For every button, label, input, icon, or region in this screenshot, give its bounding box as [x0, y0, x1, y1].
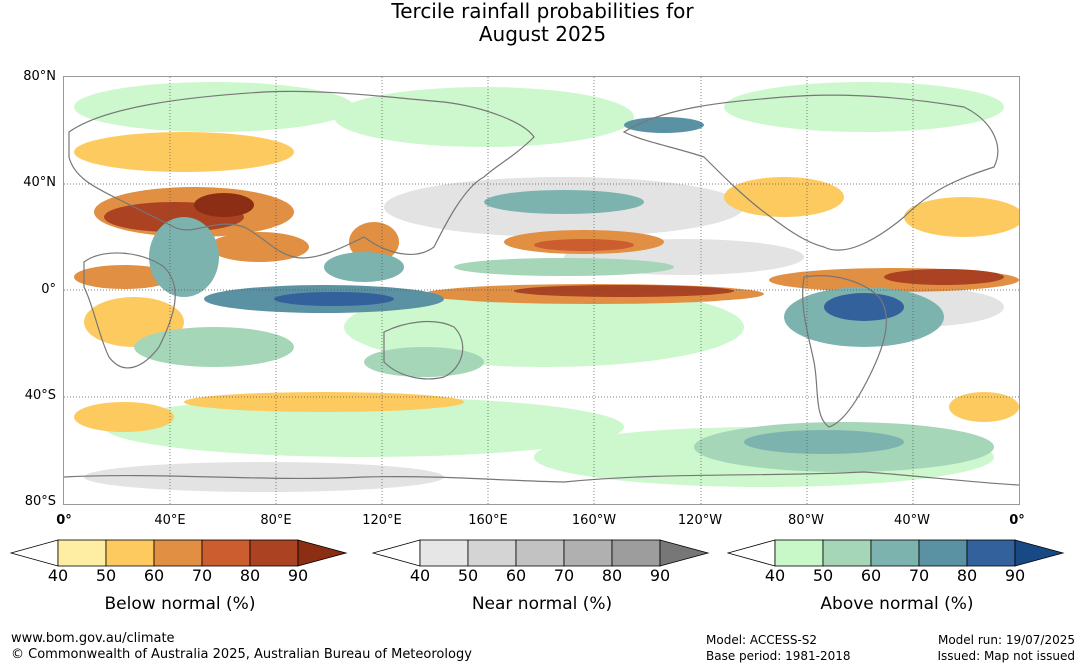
lon-label-0-end: 0° — [1009, 513, 1025, 528]
colorbar-segment — [105, 539, 155, 567]
colorbar-segment — [870, 539, 920, 567]
colorbar-segment — [153, 539, 203, 567]
tick: 50 — [812, 566, 834, 585]
colorbar-segment — [419, 539, 469, 567]
legend-caption-near: Near normal (%) — [471, 594, 613, 614]
colorbar-arrow-high — [659, 539, 710, 567]
lat-label-equator: 0° — [41, 282, 56, 297]
below-normal-regions — [74, 132, 1019, 432]
lon-label-120e: 120°E — [362, 513, 402, 528]
lon-label-40w: 40°W — [894, 513, 930, 528]
tick: 50 — [95, 566, 117, 585]
legend-caption-below: Below normal (%) — [104, 594, 256, 614]
colorbar-segment — [774, 539, 824, 567]
footer-website: www.bom.gov.au/climate — [11, 631, 175, 646]
colorbar-segment — [563, 539, 613, 567]
tick: 80 — [601, 566, 623, 585]
tick: 80 — [956, 566, 978, 585]
colorbar-arrow-high — [297, 539, 348, 567]
lon-label-120w: 120°W — [677, 513, 723, 528]
title-line-1: Tercile rainfall probabilities for — [391, 0, 694, 23]
legend-above-normal: 40 50 60 70 80 90 Above normal (%) — [727, 538, 1067, 628]
legend-caption-above: Above normal (%) — [820, 594, 974, 614]
lon-label-0: 0° — [56, 513, 72, 528]
legend-below-normal: 40 50 60 70 80 90 Below normal (%) — [10, 538, 350, 628]
lat-label-80s: 80°S — [24, 494, 56, 509]
rainfall-probability-map — [63, 76, 1020, 505]
tick: 90 — [649, 566, 671, 585]
tick: 40 — [409, 566, 431, 585]
colorbar-segment — [467, 539, 517, 567]
colorbar-arrow-low — [372, 539, 421, 567]
map-title: Tercile rainfall probabilities for Augus… — [0, 0, 1085, 46]
colorbar-segment — [918, 539, 968, 567]
tick: 50 — [457, 566, 479, 585]
colorbar-arrow-low — [727, 539, 776, 567]
tick: 70 — [191, 566, 213, 585]
near-above-background — [74, 82, 1004, 492]
colorbar-arrow-high — [1014, 539, 1065, 567]
tick: 70 — [553, 566, 575, 585]
tick: 60 — [143, 566, 165, 585]
graticule — [64, 77, 1019, 504]
lon-label-160w: 160°W — [571, 513, 617, 528]
lon-label-40e: 40°E — [154, 513, 186, 528]
tick: 40 — [47, 566, 69, 585]
tick: 60 — [505, 566, 527, 585]
lat-label-80n: 80°N — [23, 69, 56, 84]
tick: 60 — [860, 566, 882, 585]
colorbar-near-normal — [372, 539, 710, 567]
footer-issued: Issued: Map not issued — [937, 649, 1075, 663]
legend-near-normal: 40 50 60 70 80 90 Near normal (%) — [372, 538, 712, 628]
lat-label-40s: 40°S — [24, 388, 56, 403]
colorbar-segment — [611, 539, 661, 567]
lat-label-40n: 40°N — [23, 175, 56, 190]
colorbar-above-normal — [727, 539, 1065, 567]
colorbar-segment — [822, 539, 872, 567]
tick: 70 — [908, 566, 930, 585]
tick: 40 — [764, 566, 786, 585]
footer-base-period: Base period: 1981-2018 — [706, 649, 851, 663]
footer-model: Model: ACCESS-S2 — [706, 633, 818, 647]
colorbar-segment — [249, 539, 299, 567]
map-svg — [64, 77, 1019, 504]
footer-model-run: Model run: 19/07/2025 — [937, 633, 1075, 647]
colorbar-arrow-low — [10, 539, 59, 567]
lon-label-160e: 160°E — [468, 513, 508, 528]
colorbar-segment — [966, 539, 1016, 567]
tick: 80 — [239, 566, 261, 585]
colorbar-segment — [57, 539, 107, 567]
lon-label-80e: 80°E — [260, 513, 292, 528]
lon-label-80w: 80°W — [788, 513, 824, 528]
colorbar-segment — [201, 539, 251, 567]
above-normal-regions — [134, 117, 994, 472]
colorbar-segment — [515, 539, 565, 567]
tick: 90 — [1004, 566, 1026, 585]
footer-copyright: © Commonwealth of Australia 2025, Austra… — [11, 647, 472, 662]
tick: 90 — [287, 566, 309, 585]
title-line-2: August 2025 — [478, 22, 607, 46]
coastlines — [64, 90, 1019, 486]
colorbar-below-normal — [10, 539, 348, 567]
